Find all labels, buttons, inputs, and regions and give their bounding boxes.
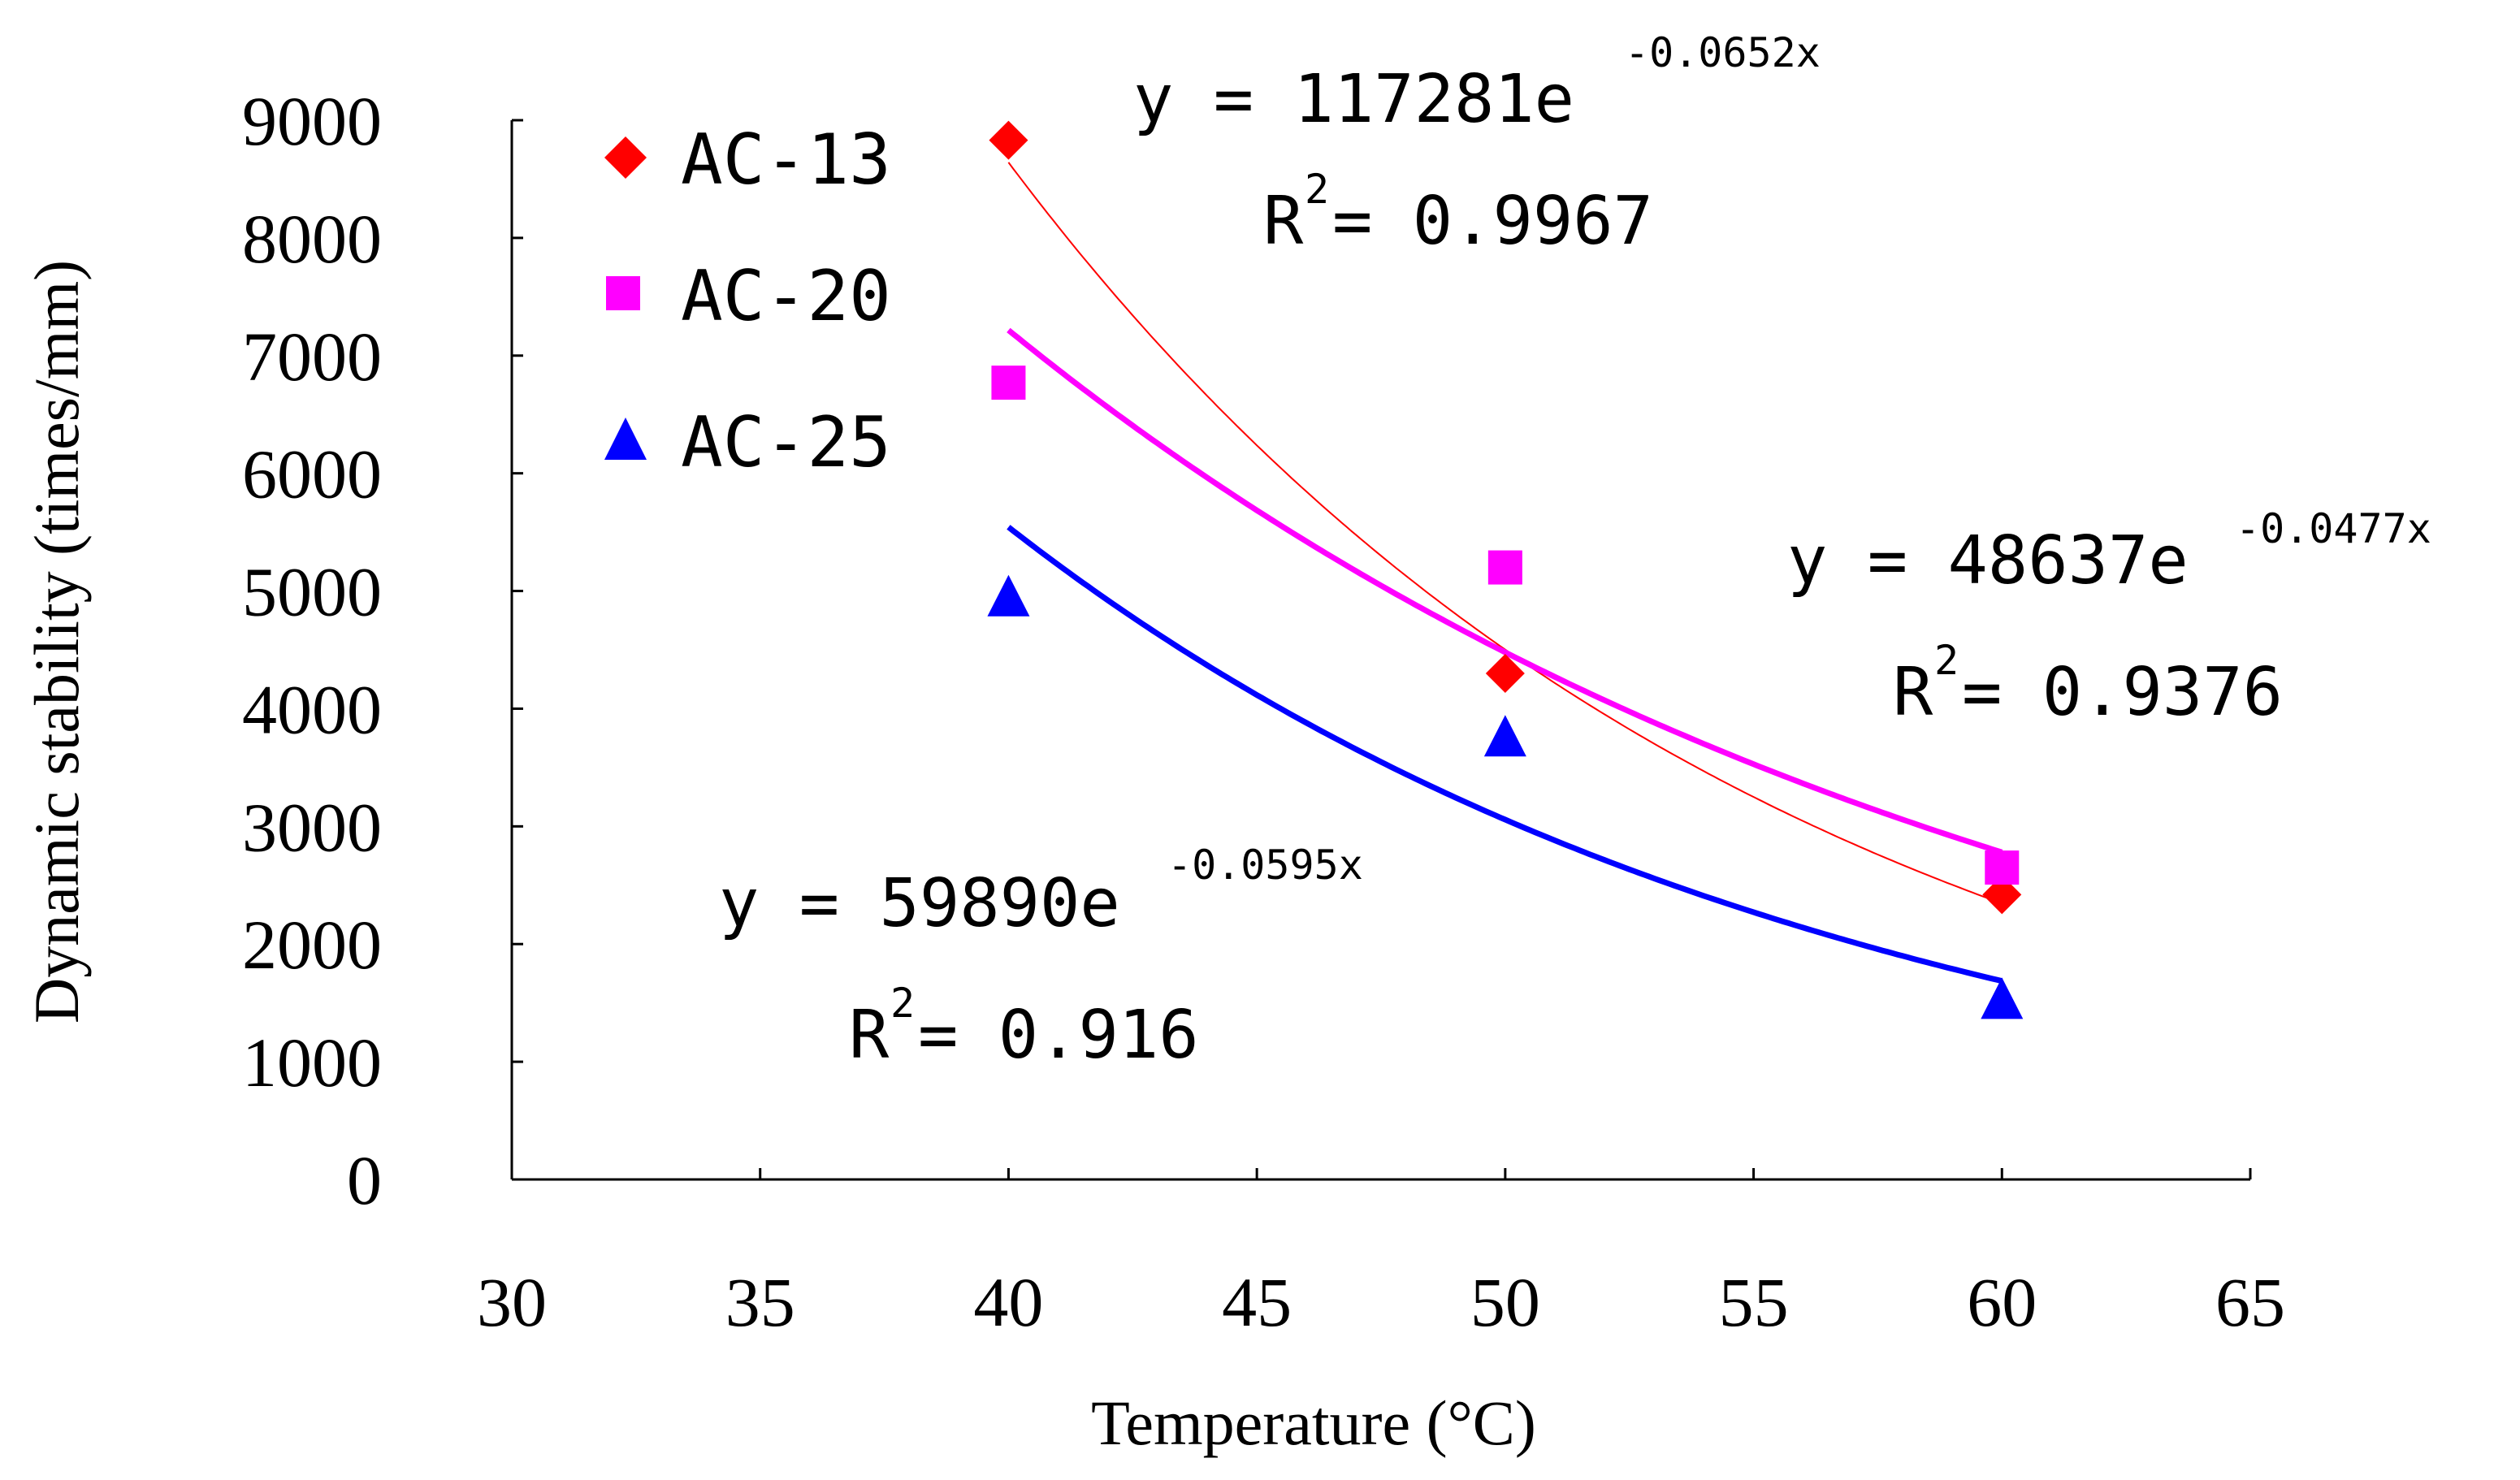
legend-label-ac-20: AC-20 — [681, 256, 891, 337]
equation-ac-25-main: y = 59890e — [719, 865, 1120, 942]
data-point-ac-25 — [1483, 715, 1526, 757]
data-point-ac-25 — [1981, 977, 2024, 1019]
x-tick-label: 40 — [973, 1263, 1043, 1341]
data-point-ac-20 — [1487, 550, 1522, 585]
y-tick-label: 1000 — [242, 1023, 382, 1101]
r2-ac-20-label: R — [1893, 654, 1933, 731]
legend-item-ac-25: AC-25 — [604, 402, 891, 483]
legend-label-ac-25: AC-25 — [681, 402, 891, 483]
legend: AC-13 AC-20 AC-25 — [604, 119, 891, 483]
x-tick-label: 55 — [1719, 1263, 1789, 1341]
x-axis-title: Temperature (°C) — [1091, 1387, 1536, 1458]
markers — [987, 120, 2024, 1019]
y-tick-label: 9000 — [242, 82, 382, 160]
legend-label-ac-13: AC-13 — [681, 119, 891, 201]
equation-ac-25-exponent: -0.0595x — [1167, 842, 1363, 889]
x-tick-label: 30 — [477, 1263, 547, 1341]
x-ticks: 30 35 40 45 50 55 60 65 — [477, 1168, 2285, 1341]
r2-ac-25-value: = 0.916 — [918, 997, 1199, 1074]
axes: 0 1000 2000 3000 4000 5000 6000 7000 8000 9000 30… — [242, 82, 2285, 1341]
equation-ac-20-main: y = 48637e — [1787, 522, 2189, 599]
equation-ac-25: y = 59890e -0.0595x R 2 = 0.916 — [719, 842, 1363, 1074]
data-point-ac-13 — [989, 120, 1028, 160]
y-tick-label: 7000 — [242, 318, 382, 396]
y-tick-label: 5000 — [242, 553, 382, 631]
equation-ac-13: y = 117281e -0.0652x R 2 = 0.9967 — [1133, 29, 1821, 260]
legend-marker-square — [606, 276, 640, 310]
trendline-ac-20 — [1007, 327, 2003, 855]
equation-ac-20-exponent: -0.0477x — [2236, 505, 2431, 552]
equation-ac-20: y = 48637e -0.0477x R 2 = 0.9376 — [1787, 505, 2431, 731]
data-point-ac-13 — [1485, 653, 1525, 693]
legend-item-ac-20: AC-20 — [606, 256, 891, 337]
data-point-ac-13 — [1982, 875, 2022, 915]
r2-ac-20-superscript: 2 — [1934, 637, 1959, 684]
x-tick-label: 35 — [725, 1263, 795, 1341]
r2-ac-20-value: = 0.9376 — [1962, 654, 2283, 731]
equation-ac-13-exponent: -0.0652x — [1625, 29, 1821, 76]
y-tick-label: 8000 — [242, 200, 382, 278]
trendlines — [1007, 162, 2003, 985]
y-tick-label: 6000 — [242, 435, 382, 513]
r2-ac-25-superscript: 2 — [890, 980, 915, 1027]
y-tick-label: 4000 — [242, 670, 382, 748]
x-tick-label: 65 — [2215, 1263, 2285, 1341]
data-point-ac-20 — [991, 366, 1026, 400]
data-point-ac-25 — [987, 574, 1030, 617]
y-axis-title: Dynamic stability (times/mm) — [21, 260, 92, 1023]
y-tick-label: 3000 — [242, 788, 382, 866]
x-tick-label: 50 — [1470, 1263, 1540, 1341]
y-tick-label: 0 — [347, 1141, 382, 1219]
r2-ac-13-value: = 0.9967 — [1332, 183, 1653, 260]
y-tick-label: 2000 — [242, 906, 382, 984]
y-ticks: 0 1000 2000 3000 4000 5000 6000 7000 8000 9000 — [242, 82, 523, 1219]
x-tick-label: 60 — [1967, 1263, 2037, 1341]
legend-marker-diamond — [604, 136, 647, 179]
x-tick-label: 45 — [1222, 1263, 1292, 1341]
r2-ac-25-label: R — [849, 997, 890, 1074]
annotations: y = 117281e -0.0652x R 2 = 0.9967 y = 48… — [719, 29, 2431, 1074]
equation-ac-13-main: y = 117281e — [1133, 61, 1574, 138]
data-point-ac-20 — [1985, 850, 2020, 885]
legend-marker-triangle — [604, 418, 647, 460]
legend-item-ac-13: AC-13 — [604, 119, 891, 201]
r2-ac-13-superscript: 2 — [1305, 166, 1329, 213]
trendline-ac-25 — [1007, 525, 2003, 985]
r2-ac-13-label: R — [1263, 183, 1304, 260]
